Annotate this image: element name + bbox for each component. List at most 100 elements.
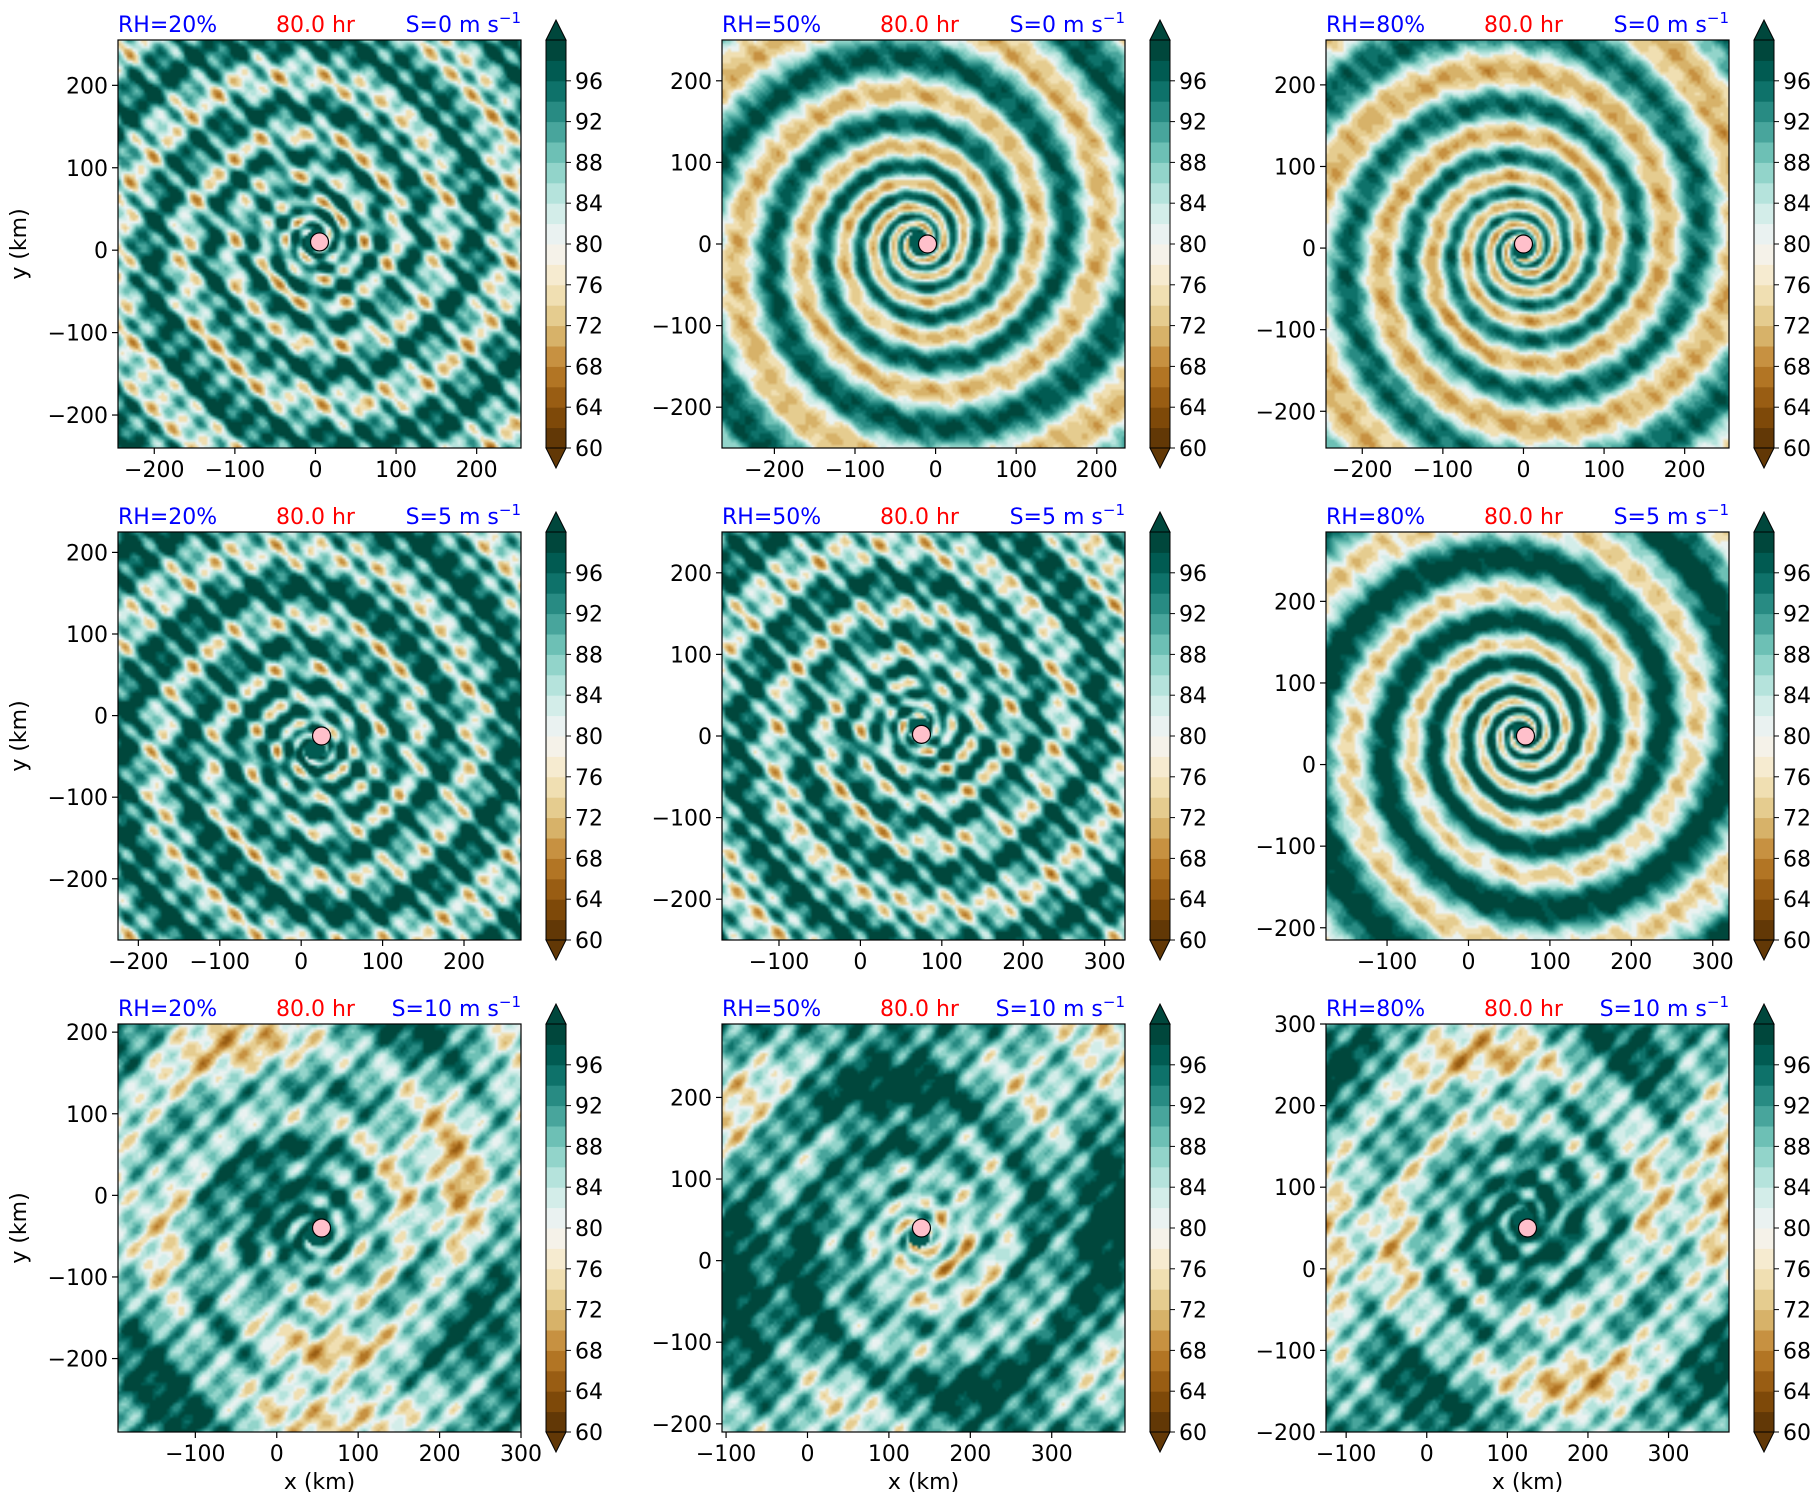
colorbar-bin <box>546 101 566 123</box>
x-tick-label: −100 <box>1357 950 1417 975</box>
colorbar-bin <box>1754 1126 1774 1147</box>
colorbar-bin <box>1754 1207 1774 1229</box>
panel-5: −100 0 100 200 300 −200 −100 0 100 200 RH=50% 80.0 … <box>652 501 1207 975</box>
colorbar-tick-label: 84 <box>575 1176 603 1201</box>
colorbar-bin <box>1754 1166 1774 1188</box>
colorbar-tick-label: 60 <box>1179 437 1207 462</box>
storm-center-marker <box>911 1218 932 1238</box>
colorbar-extend-bottom <box>1753 447 1775 470</box>
colorbar-bin <box>1150 1309 1170 1331</box>
colorbar-bin <box>1150 40 1170 61</box>
colorbar-tick-label: 92 <box>575 111 603 136</box>
y-tick-label: −200 <box>1256 917 1316 942</box>
storm-center-marker <box>917 234 938 254</box>
colorbar-extend-top <box>1753 510 1775 533</box>
colorbar-bin <box>1754 1044 1774 1066</box>
colorbar-bin <box>1150 407 1170 429</box>
colorbar-bin <box>1150 1391 1170 1413</box>
x-axis-label: x (km) <box>1492 1470 1563 1495</box>
colorbar-tick-label: 80 <box>1783 725 1811 750</box>
colorbar-bin <box>546 817 566 839</box>
colorbar-bin <box>1754 386 1774 408</box>
x-tick-label: −200 <box>124 458 184 483</box>
x-tick-label: 200 <box>1610 950 1652 975</box>
colorbar-bin <box>546 1289 566 1311</box>
storm-center-marker <box>1517 1218 1538 1238</box>
x-tick-label: 0 <box>1461 950 1475 975</box>
colorbar-bin <box>546 1411 566 1433</box>
x-tick-label: 200 <box>456 458 498 483</box>
storm-center-marker <box>1513 234 1534 254</box>
panel-8: −100 0 100 200 300 −200 −100 0 100 200 x (km) RH=50… <box>652 993 1207 1495</box>
colorbar-bin <box>1754 1350 1774 1372</box>
colorbar-bin <box>1150 1228 1170 1249</box>
shear-label: S=10 m s−1 <box>1600 993 1729 1022</box>
colorbar-bin <box>1754 40 1774 61</box>
colorbar-bin <box>1150 878 1170 900</box>
y-tick-label: −100 <box>1256 319 1316 344</box>
panel-1: −200 −100 0 100 200 −200 −100 0 100 200 y (km) RH=2… <box>7 9 603 483</box>
colorbar-tick-label: 80 <box>575 1217 603 1242</box>
colorbar-tick-label: 64 <box>1783 1380 1811 1405</box>
y-tick-label: 200 <box>670 1086 712 1111</box>
colorbar-bin <box>546 736 566 757</box>
colorbar-bin <box>1150 695 1170 717</box>
y-tick-label: 100 <box>66 1103 108 1128</box>
colorbar-tick-label: 68 <box>1179 355 1207 380</box>
storm-center-marker <box>1515 726 1536 746</box>
colorbar-bin <box>546 919 566 941</box>
colorbar-bin <box>546 1085 566 1107</box>
x-tick-label: −100 <box>165 1442 225 1467</box>
colorbar-tick-label: 64 <box>1783 396 1811 421</box>
colorbar-extend-bottom <box>545 939 567 962</box>
colorbar-bin <box>1150 715 1170 737</box>
colorbar-tick-label: 76 <box>1783 766 1811 791</box>
colorbar-tick-label: 96 <box>1783 70 1811 95</box>
colorbar-tick-label: 60 <box>1783 1421 1811 1446</box>
x-tick-label: 100 <box>337 1442 379 1467</box>
rh-label: RH=50% <box>722 13 821 38</box>
colorbar-tick-label: 76 <box>1179 274 1207 299</box>
x-tick-label: −100 <box>825 458 885 483</box>
x-tick-label: 0 <box>1516 458 1530 483</box>
colorbar-bin <box>546 1207 566 1229</box>
colorbar-bin <box>1754 736 1774 757</box>
y-tick-label: 0 <box>94 239 108 264</box>
colorbar-bin <box>546 674 566 696</box>
shear-label: S=5 m s−1 <box>1614 501 1729 530</box>
colorbar-bin <box>546 182 566 204</box>
colorbar-bin <box>546 695 566 717</box>
colorbar-bin <box>1150 1146 1170 1168</box>
colorbar-bin <box>546 264 566 286</box>
y-tick-label: −100 <box>1256 1339 1316 1364</box>
colorbar-bin <box>1150 1268 1170 1290</box>
colorbar-tick-label: 88 <box>1783 151 1811 176</box>
x-tick-label: 300 <box>1692 950 1734 975</box>
colorbar-bin <box>546 40 566 61</box>
colorbar-bin <box>1150 1064 1170 1086</box>
colorbar-bin <box>546 1187 566 1209</box>
x-tick-label: −100 <box>190 950 250 975</box>
colorbar-tick-label: 64 <box>575 1380 603 1405</box>
colorbar-bin <box>1150 1350 1170 1372</box>
y-tick-label: 0 <box>94 1184 108 1209</box>
colorbar-bin <box>1754 407 1774 429</box>
y-tick-label: 200 <box>66 541 108 566</box>
colorbar-bin <box>546 346 566 367</box>
shear-label: S=5 m s−1 <box>1010 501 1125 530</box>
x-tick-label: −100 <box>1413 458 1473 483</box>
colorbar-bin <box>1754 654 1774 676</box>
y-tick-label: 200 <box>670 562 712 587</box>
colorbar-bin <box>1754 715 1774 737</box>
x-tick-label: −100 <box>1316 1442 1376 1467</box>
axes-frame <box>1325 531 1730 941</box>
colorbar-bin <box>1150 593 1170 615</box>
colorbar-tick-label: 68 <box>1783 1339 1811 1364</box>
colorbar-tick-label: 72 <box>1179 1299 1207 1324</box>
colorbar-extend-bottom <box>545 447 567 470</box>
colorbar-bin <box>546 162 566 184</box>
colorbar-tick-label: 68 <box>575 1339 603 1364</box>
colorbar-bin <box>546 1044 566 1066</box>
y-tick-label: 100 <box>670 1168 712 1193</box>
colorbar-tick-label: 60 <box>1179 929 1207 954</box>
